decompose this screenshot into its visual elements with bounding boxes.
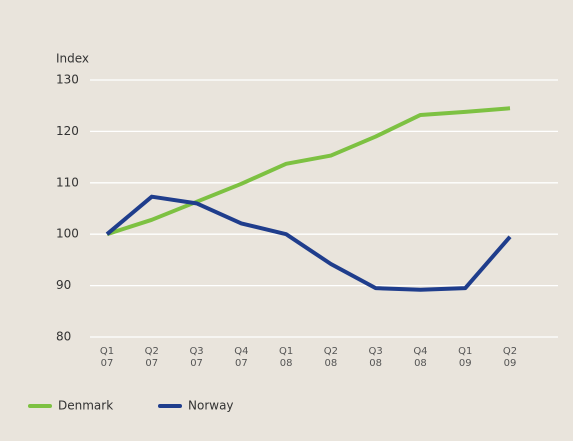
legend-label: Denmark (58, 399, 113, 413)
x-tick-label: Q3 07 (189, 346, 203, 369)
y-axis-label: Index (56, 52, 89, 66)
x-tick-label: Q4 07 (234, 346, 248, 369)
x-tick-label: Q2 09 (503, 346, 517, 369)
y-tick-label: 130 (56, 73, 79, 87)
line (106, 106, 511, 237)
x-tick-label: Q2 07 (145, 346, 159, 369)
y-tick-label: 80 (56, 330, 71, 344)
x-tick-label: Q4 08 (413, 346, 427, 369)
line (105, 194, 512, 292)
legend-label: Norway (188, 399, 234, 413)
y-tick-label: 100 (56, 227, 79, 241)
x-tick-label: Q3 08 (369, 346, 383, 369)
x-tick-label: Q2 08 (324, 346, 338, 369)
y-tick-label: 90 (56, 278, 71, 292)
y-tick-label: 110 (56, 175, 79, 189)
x-tick-label: Q1 07 (100, 346, 114, 369)
x-tick-label: Q1 09 (458, 346, 472, 369)
x-tick-label: Q1 08 (279, 346, 293, 369)
y-tick-label: 120 (56, 124, 79, 138)
